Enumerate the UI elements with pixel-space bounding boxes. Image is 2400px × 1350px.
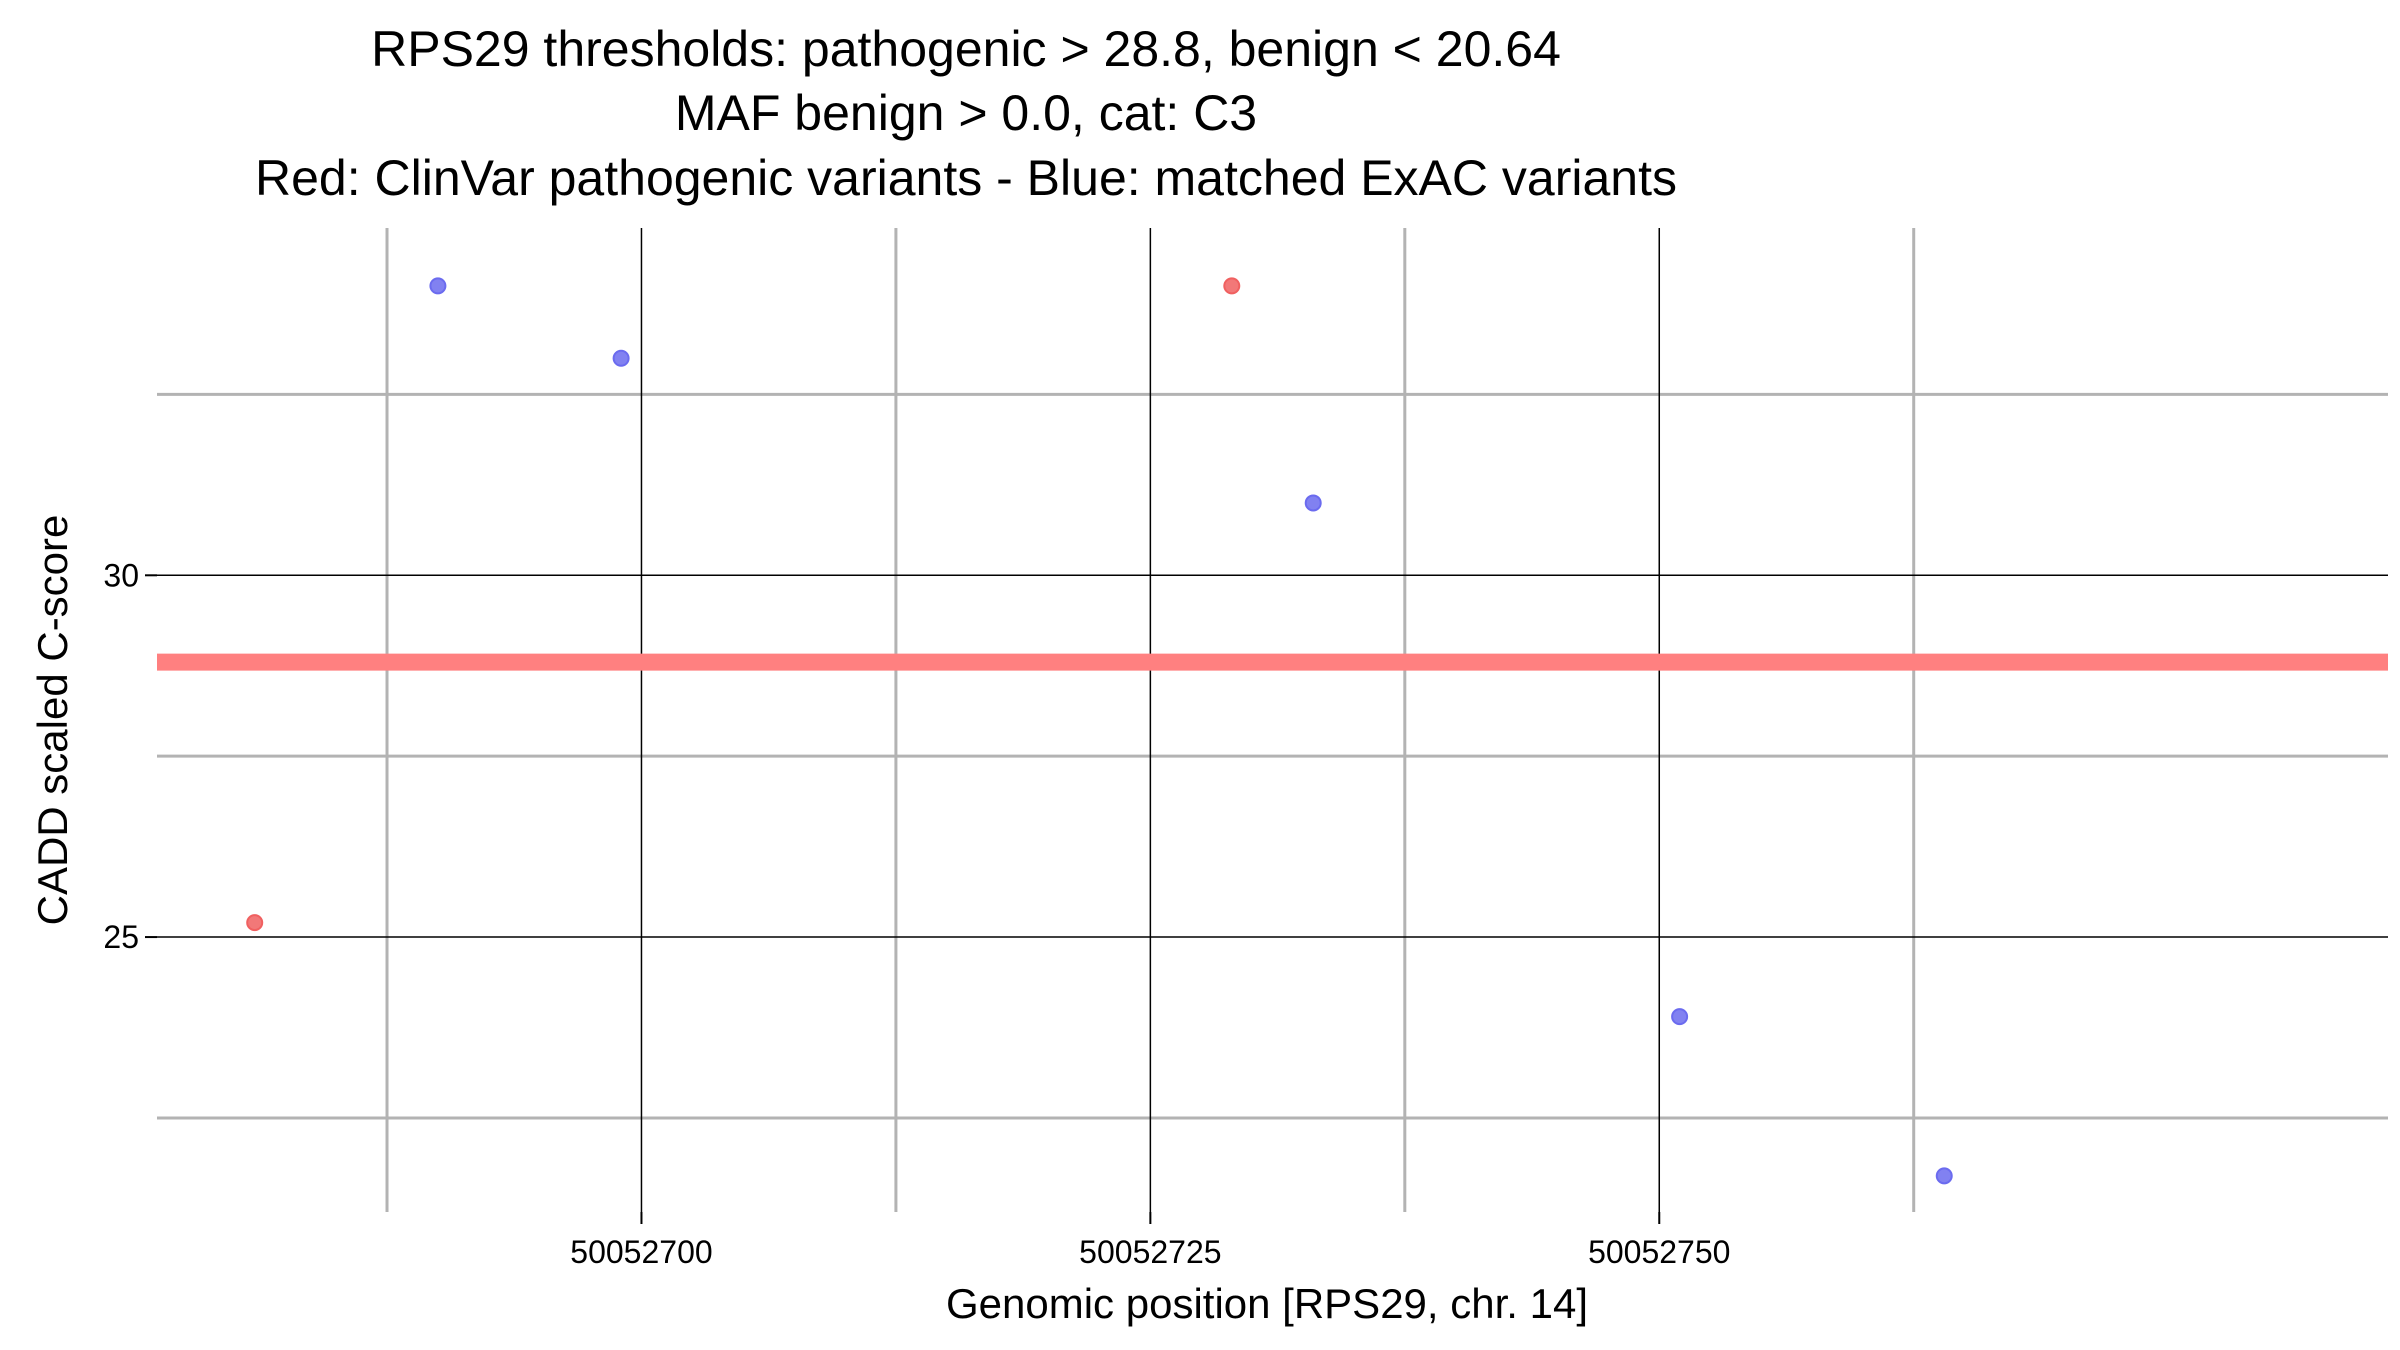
x-tick-label: 50052700 (570, 1234, 712, 1270)
x-axis-title: Genomic position [RPS29, chr. 14] (946, 1280, 1588, 1327)
title-line-1: RPS29 thresholds: pathogenic > 28.8, ben… (371, 21, 1561, 77)
exac-point (429, 277, 447, 295)
major-gridlines (157, 228, 2388, 1212)
y-tick-label: 25 (103, 919, 139, 955)
clinvar-point (1223, 277, 1241, 295)
title-line-2: MAF benign > 0.0, cat: C3 (675, 85, 1257, 141)
exac-point (1935, 1167, 1953, 1185)
y-axis-title: CADD scaled C-score (29, 515, 76, 926)
y-axis-ticks: 25 30 (103, 557, 157, 955)
exac-point (612, 349, 630, 367)
minor-gridlines (157, 228, 2388, 1212)
x-tick-label: 50052725 (1079, 1234, 1221, 1270)
chart-title: RPS29 thresholds: pathogenic > 28.8, ben… (255, 21, 1677, 206)
data-points (246, 277, 1953, 1185)
x-tick-label: 50052750 (1588, 1234, 1730, 1270)
exac-point (1671, 1008, 1689, 1026)
exac-point (1304, 494, 1322, 512)
y-tick-label: 30 (103, 557, 139, 593)
title-line-3: Red: ClinVar pathogenic variants - Blue:… (255, 150, 1677, 206)
x-axis-ticks: 50052700 50052725 50052750 (570, 1212, 1730, 1270)
clinvar-point (246, 914, 264, 932)
